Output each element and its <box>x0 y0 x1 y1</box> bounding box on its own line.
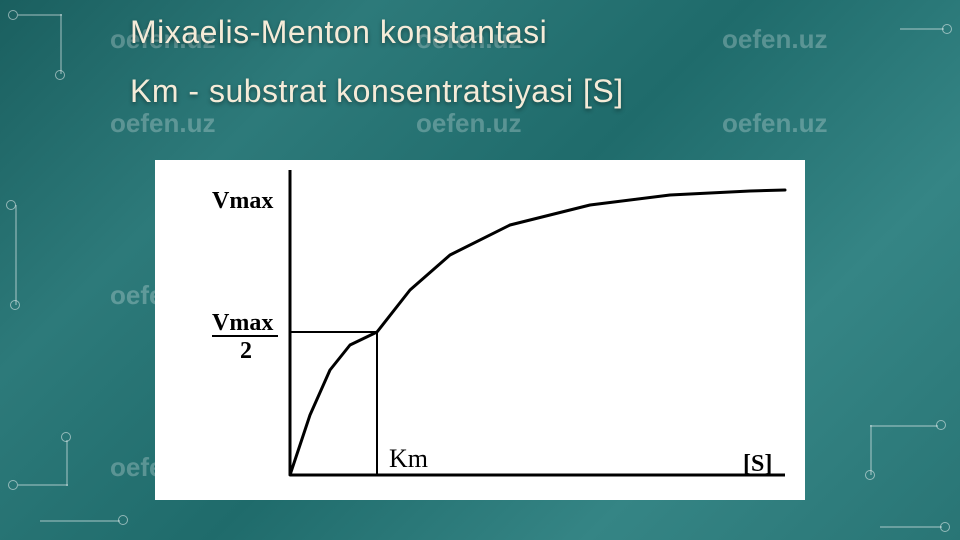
michaelis-menten-chart: VmaxVmax2Km[S] <box>155 160 805 500</box>
vmax-label: Vmax <box>212 188 273 214</box>
chart-svg: VmaxVmax2Km[S] <box>155 160 805 500</box>
x-axis-label: [S] <box>743 451 772 477</box>
km-label: Km <box>389 444 428 473</box>
slide-title: Mixaelis-Menton konstantasi Km - substra… <box>130 14 624 110</box>
watermark-text: oefen.uz <box>722 24 827 55</box>
vmax-half-label-top: Vmax <box>212 310 273 336</box>
watermark-text: oefen.uz <box>722 108 827 139</box>
watermark-text: oefen.uz <box>416 108 521 139</box>
title-line-2: Km - substrat konsentratsiyasi [S] <box>130 73 624 110</box>
vmax-half-label-bottom: 2 <box>240 338 252 364</box>
title-line-1: Mixaelis-Menton konstantasi <box>130 14 624 51</box>
watermark-text: oefen.uz <box>110 108 215 139</box>
